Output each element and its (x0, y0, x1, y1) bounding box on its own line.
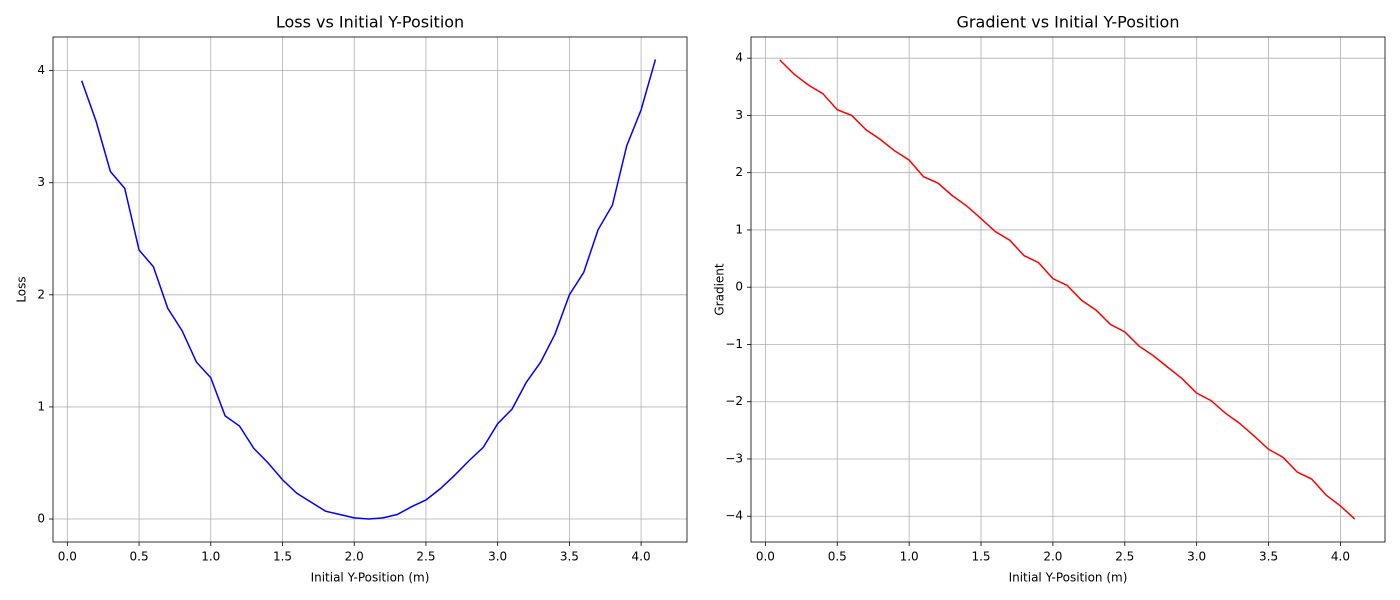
x-tick-label: 0.0 (756, 550, 775, 564)
y-tick-label: 2 (735, 165, 743, 179)
x-tick-label: 2.5 (416, 550, 435, 564)
y-tick-label: −1 (725, 337, 743, 351)
y-tick-label: −3 (725, 451, 743, 465)
data-line (80, 59, 657, 520)
x-tick-label: 0.5 (130, 550, 149, 564)
x-tick-label: 4.0 (1331, 550, 1350, 564)
y-tick-label: 3 (37, 175, 45, 189)
x-tick-label: 3.5 (560, 550, 579, 564)
y-tick-label: 1 (37, 399, 45, 413)
y-tick-label: 1 (735, 222, 743, 236)
chart-title: Gradient vs Initial Y-Position (957, 13, 1180, 32)
x-tick-label: 2.0 (345, 550, 364, 564)
data-line (779, 59, 1356, 520)
x-tick-label: 0.5 (828, 550, 847, 564)
y-tick-label: −2 (725, 394, 743, 408)
x-tick-label: 4.0 (632, 550, 651, 564)
y-tick-label: 0 (37, 512, 45, 526)
x-axis-label: Initial Y-Position (m) (311, 571, 430, 585)
x-axis-label: Initial Y-Position (m) (1009, 571, 1128, 585)
x-tick-label: 2.0 (1043, 550, 1062, 564)
y-tick-label: −4 (725, 509, 743, 523)
y-tick-label: 4 (735, 51, 743, 65)
x-tick-label: 3.0 (488, 550, 507, 564)
x-tick-label: 1.5 (971, 550, 990, 564)
plot-frame (52, 36, 688, 543)
x-tick-label: 3.0 (1187, 550, 1206, 564)
x-tick-label: 1.0 (201, 550, 220, 564)
chart-title: Loss vs Initial Y-Position (276, 13, 464, 32)
x-tick-label: 0.0 (58, 550, 77, 564)
plot-frame (750, 36, 1386, 543)
x-tick-label: 1.0 (900, 550, 919, 564)
y-tick-label: 2 (37, 287, 45, 301)
x-tick-label: 3.5 (1259, 550, 1278, 564)
y-axis-label: Loss (15, 276, 29, 302)
x-tick-label: 1.5 (273, 550, 292, 564)
y-tick-label: 4 (37, 63, 45, 77)
y-tick-label: 0 (735, 280, 743, 294)
y-axis-label: Gradient (713, 263, 727, 316)
y-tick-label: 3 (735, 108, 743, 122)
x-tick-label: 2.5 (1115, 550, 1134, 564)
